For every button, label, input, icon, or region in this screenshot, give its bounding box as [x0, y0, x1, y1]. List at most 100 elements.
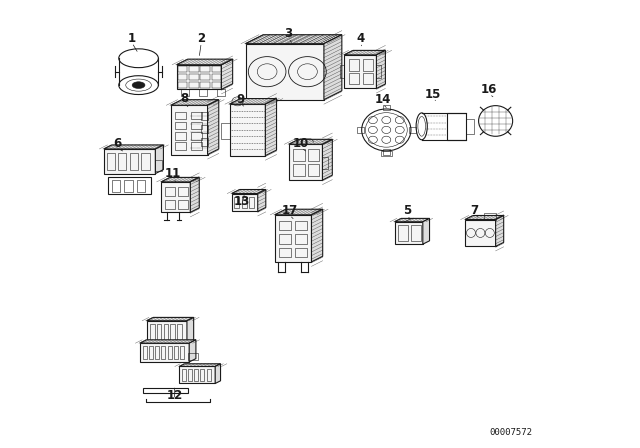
Polygon shape: [246, 43, 324, 99]
Polygon shape: [266, 99, 276, 155]
Bar: [189, 66, 198, 72]
Bar: [164, 324, 168, 340]
Text: 3: 3: [285, 27, 292, 40]
Bar: [234, 197, 239, 208]
Bar: [217, 89, 225, 96]
Bar: [141, 152, 150, 170]
Bar: [249, 197, 253, 208]
Bar: [295, 234, 307, 244]
Bar: [168, 346, 172, 359]
Polygon shape: [171, 100, 219, 105]
Bar: [308, 164, 319, 176]
Polygon shape: [323, 139, 332, 180]
Text: 8: 8: [180, 92, 189, 105]
Bar: [200, 82, 210, 88]
Polygon shape: [189, 340, 196, 362]
Bar: [175, 132, 186, 140]
Polygon shape: [423, 218, 429, 244]
Bar: [308, 149, 319, 161]
Polygon shape: [376, 51, 385, 89]
Bar: [189, 74, 198, 80]
Bar: [293, 149, 305, 161]
Bar: [178, 74, 188, 80]
Polygon shape: [395, 222, 423, 244]
Bar: [295, 220, 307, 230]
Bar: [383, 149, 390, 155]
Text: 11: 11: [165, 167, 181, 181]
Polygon shape: [221, 59, 233, 90]
Bar: [143, 388, 188, 393]
Bar: [178, 187, 188, 196]
Bar: [156, 160, 162, 171]
Polygon shape: [161, 177, 199, 182]
Bar: [178, 82, 188, 88]
Polygon shape: [104, 149, 156, 173]
Bar: [157, 324, 161, 340]
Polygon shape: [171, 105, 207, 155]
Polygon shape: [344, 51, 385, 55]
Polygon shape: [395, 218, 429, 222]
Polygon shape: [232, 194, 258, 211]
Polygon shape: [312, 209, 323, 262]
Bar: [200, 66, 210, 72]
Text: 16: 16: [481, 83, 497, 96]
Polygon shape: [104, 145, 163, 149]
Bar: [200, 369, 204, 381]
Bar: [175, 122, 186, 129]
Text: 4: 4: [356, 31, 364, 45]
Bar: [221, 123, 230, 139]
Polygon shape: [179, 364, 221, 366]
Bar: [408, 127, 416, 133]
Bar: [201, 138, 207, 146]
Text: 10: 10: [293, 137, 309, 150]
Ellipse shape: [132, 82, 145, 89]
Bar: [191, 112, 202, 119]
Text: 17: 17: [282, 204, 298, 217]
Bar: [279, 234, 291, 244]
Bar: [191, 132, 202, 140]
Bar: [411, 225, 421, 241]
Bar: [323, 157, 328, 169]
Polygon shape: [179, 366, 215, 383]
Bar: [212, 66, 221, 72]
Text: 2: 2: [197, 31, 205, 45]
Bar: [241, 197, 246, 208]
Polygon shape: [177, 65, 221, 90]
Text: 5: 5: [403, 204, 412, 217]
Bar: [108, 177, 151, 194]
Polygon shape: [275, 209, 323, 215]
Bar: [161, 346, 165, 359]
Bar: [191, 142, 202, 150]
Text: 00007572: 00007572: [490, 428, 532, 437]
Polygon shape: [344, 55, 376, 89]
Bar: [182, 369, 186, 381]
Bar: [106, 152, 115, 170]
Bar: [188, 353, 198, 360]
Polygon shape: [324, 35, 342, 99]
Bar: [293, 164, 305, 176]
Polygon shape: [140, 340, 196, 343]
Bar: [381, 151, 392, 156]
Bar: [188, 369, 192, 381]
Polygon shape: [465, 220, 495, 246]
Polygon shape: [190, 177, 199, 212]
Polygon shape: [246, 35, 342, 43]
Bar: [194, 369, 198, 381]
Bar: [191, 122, 202, 129]
Text: 7: 7: [470, 204, 479, 217]
Bar: [164, 200, 175, 209]
Polygon shape: [187, 317, 194, 343]
Bar: [180, 346, 184, 359]
Bar: [447, 113, 466, 140]
Bar: [201, 112, 207, 120]
Bar: [207, 369, 211, 381]
Bar: [164, 187, 175, 196]
Polygon shape: [289, 144, 323, 180]
Polygon shape: [275, 215, 312, 262]
Bar: [177, 324, 182, 340]
Polygon shape: [289, 139, 332, 144]
Bar: [130, 152, 138, 170]
Bar: [349, 73, 358, 84]
Bar: [397, 225, 408, 241]
Bar: [340, 65, 344, 78]
